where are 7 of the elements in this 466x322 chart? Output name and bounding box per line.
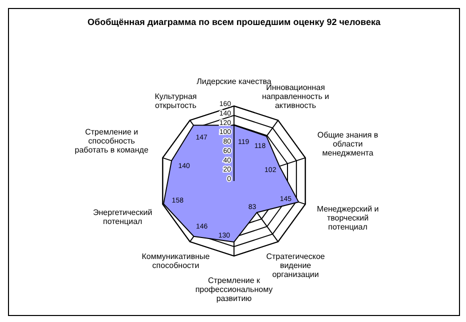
spoke-label: Стремление и способность работать в команде [74, 128, 149, 155]
spoke-label: Общие знания в области менеджмента [317, 130, 378, 158]
spoke-label: Энергетический потенциал [93, 208, 152, 226]
spoke-label: Культурная открытость [154, 92, 197, 110]
spoke-label: Коммуникативные способности [142, 252, 210, 270]
spoke-label: Менеджерский и творческий потенциал [316, 204, 379, 232]
chart-title: Обобщённая диаграмма по всем прошедшим оценку 92 человека [86, 17, 382, 27]
